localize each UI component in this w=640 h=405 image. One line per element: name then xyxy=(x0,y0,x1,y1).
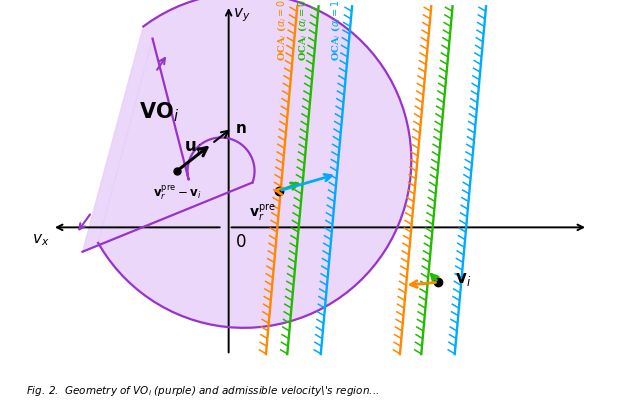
Text: OCA$_i$ ($\alpha_i = 0.5$): OCA$_i$ ($\alpha_i = 0.5$) xyxy=(296,0,310,61)
Text: $\mathbf{v}_r^{\rm pre}$: $\mathbf{v}_r^{\rm pre}$ xyxy=(249,202,276,222)
Text: $\mathbf{v}_i$: $\mathbf{v}_i$ xyxy=(455,269,471,287)
Text: OCA$_i$ ($\alpha_i = 1.0$): OCA$_i$ ($\alpha_i = 1.0$) xyxy=(330,0,344,61)
Text: $\mathbf{n}$: $\mathbf{n}$ xyxy=(235,121,246,136)
Text: $\mathbf{u}_i$: $\mathbf{u}_i$ xyxy=(184,137,201,156)
Text: OCA$_i$ ($\alpha_i = 0.1$): OCA$_i$ ($\alpha_i = 0.1$) xyxy=(275,0,289,61)
Text: $v_x$: $v_x$ xyxy=(31,232,49,247)
Text: $v_y$: $v_y$ xyxy=(233,6,251,23)
Text: $0$: $0$ xyxy=(235,232,246,250)
Polygon shape xyxy=(83,0,412,328)
Text: VO$_i$: VO$_i$ xyxy=(138,100,179,124)
Text: Fig. 2.  Geometry of VO$_i$ (purple) and admissible velocity\'s region...: Fig. 2. Geometry of VO$_i$ (purple) and … xyxy=(26,383,379,397)
Text: $\mathbf{v}_r^{\rm pre} - \mathbf{v}_i$: $\mathbf{v}_r^{\rm pre} - \mathbf{v}_i$ xyxy=(153,183,201,202)
